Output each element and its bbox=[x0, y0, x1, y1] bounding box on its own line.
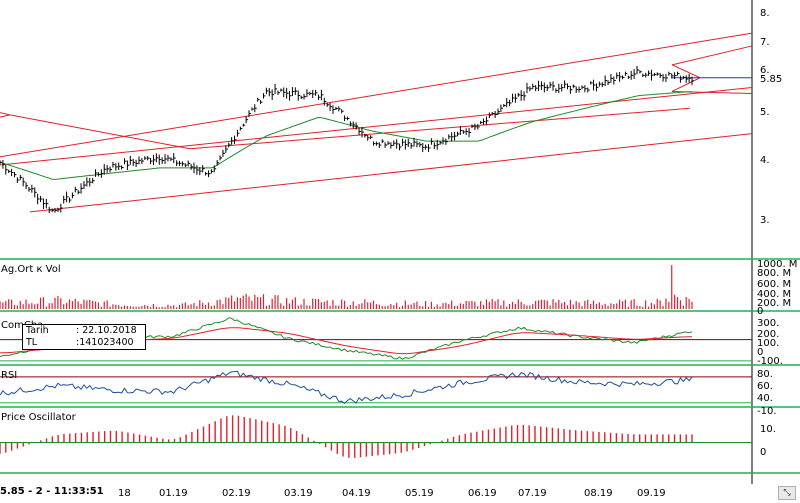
x-axis-label: 04.19 bbox=[342, 488, 371, 499]
price-current-label: 5.85 bbox=[760, 74, 782, 85]
price-tick: 5. bbox=[760, 107, 770, 118]
x-axis-label: 05.19 bbox=[405, 488, 434, 499]
price-tick: 6. bbox=[760, 65, 770, 76]
comchannel-tick: 0 bbox=[757, 347, 763, 358]
x-axis: 18 01.19 02.19 03.19 04.19 05.19 06.19 0… bbox=[118, 488, 666, 499]
fan-line bbox=[671, 64, 701, 79]
x-axis-label: 02.19 bbox=[222, 488, 251, 499]
x-axis-label: 18 bbox=[118, 488, 131, 499]
fan-line bbox=[671, 77, 701, 92]
tooltip-date-label: Tarih bbox=[26, 325, 49, 336]
oscillator-panel-title: Price Oscillator bbox=[1, 412, 77, 423]
channel-lower-line bbox=[29, 133, 753, 213]
crosshair-tooltip: Tarih : 22.10.2018 TL :141023400 bbox=[22, 324, 146, 350]
price-tick: 3. bbox=[760, 215, 770, 226]
fan-line bbox=[189, 107, 691, 150]
tooltip-value: :141023400 bbox=[76, 337, 134, 348]
channel-upper-line bbox=[0, 32, 753, 158]
comchannel-tick: -100. bbox=[757, 356, 783, 367]
comchannel-tick: 100. bbox=[757, 338, 779, 349]
price-tick: 7. bbox=[760, 37, 770, 48]
tooltip-value-label: TL bbox=[26, 337, 38, 348]
expand-icon[interactable]: ⤡ bbox=[778, 486, 796, 500]
oscillator-tick: -10. bbox=[757, 406, 777, 417]
rsi-panel[interactable] bbox=[0, 370, 752, 405]
oscillator-tick: 0 bbox=[760, 447, 766, 458]
fan-line bbox=[671, 45, 753, 66]
volume-tick: 600. M bbox=[757, 279, 791, 290]
price-moving-average bbox=[0, 91, 693, 180]
x-axis-label: 09.19 bbox=[637, 488, 666, 499]
volume-tick: 400. M bbox=[757, 289, 791, 300]
x-axis-label: 08.19 bbox=[584, 488, 613, 499]
volume-tick: 0 bbox=[757, 306, 763, 317]
x-axis-label: 06.19 bbox=[468, 488, 497, 499]
price-tick: 4. bbox=[760, 155, 770, 166]
oscillator-tick: 10. bbox=[760, 424, 776, 435]
status-readout: 5.85 - 2 - 11:33:51 bbox=[0, 486, 104, 497]
comchannel-tick: 300. bbox=[757, 318, 779, 329]
rsi-panel-title: RSI bbox=[1, 370, 17, 381]
volume-panel-title: Ag.Ort к Vol bbox=[1, 264, 61, 275]
tooltip-date-value: : 22.10.2018 bbox=[76, 325, 137, 336]
x-axis-label: 03.19 bbox=[284, 488, 313, 499]
channel-middle-line bbox=[0, 86, 753, 166]
volume-tick: 200. M bbox=[757, 298, 791, 309]
fan-line bbox=[9, 114, 191, 150]
comchannel-tick: 200. bbox=[757, 329, 779, 340]
rsi-tick: 80. bbox=[757, 369, 773, 380]
x-axis-label: 07.19 bbox=[518, 488, 547, 499]
price-panel[interactable] bbox=[0, 32, 753, 214]
rsi-tick: 60. bbox=[757, 381, 773, 392]
oscillator-panel[interactable] bbox=[0, 415, 752, 458]
fan-line bbox=[0, 114, 11, 118]
rsi-line bbox=[0, 370, 693, 405]
x-axis-label: 01.19 bbox=[159, 488, 188, 499]
volume-panel[interactable] bbox=[0, 265, 693, 309]
volume-tick: 1000. M bbox=[757, 259, 797, 270]
rsi-tick: 40. bbox=[757, 393, 773, 404]
volume-tick: 800. M bbox=[757, 268, 791, 279]
fan-line bbox=[0, 112, 11, 116]
price-tick: 8. bbox=[760, 8, 770, 19]
